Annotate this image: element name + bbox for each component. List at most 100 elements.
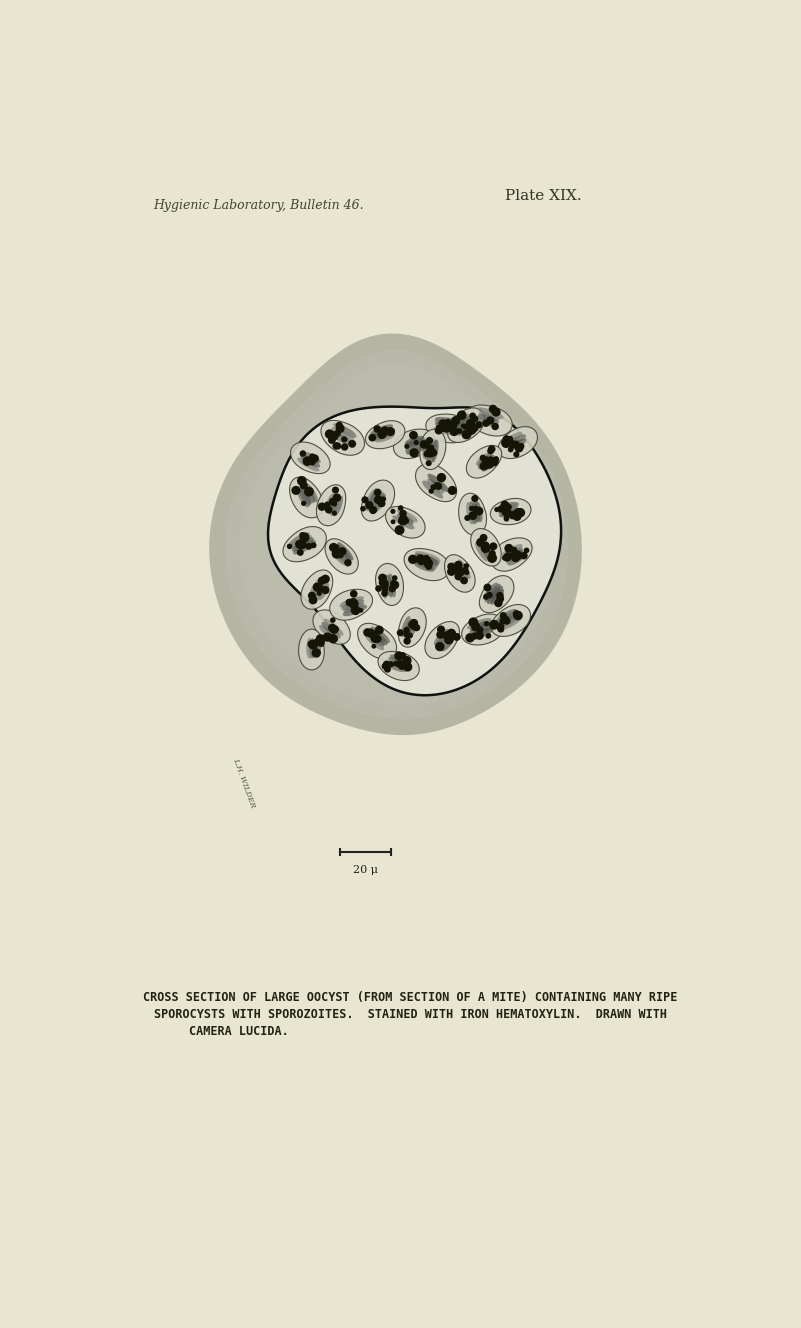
Circle shape (466, 418, 476, 428)
Polygon shape (325, 539, 358, 574)
Polygon shape (300, 454, 320, 467)
Circle shape (508, 446, 513, 453)
Circle shape (321, 575, 330, 583)
Polygon shape (476, 453, 491, 465)
Polygon shape (436, 425, 457, 433)
Circle shape (378, 574, 387, 582)
Polygon shape (423, 441, 429, 458)
Circle shape (381, 663, 388, 669)
Circle shape (341, 437, 348, 442)
Circle shape (398, 517, 407, 525)
Circle shape (464, 567, 469, 572)
Circle shape (312, 648, 321, 657)
Polygon shape (373, 494, 386, 513)
Circle shape (448, 486, 457, 495)
Circle shape (457, 410, 467, 420)
Circle shape (497, 595, 504, 603)
Polygon shape (452, 564, 463, 582)
Circle shape (511, 547, 517, 552)
Polygon shape (471, 625, 493, 636)
Circle shape (503, 618, 510, 624)
Circle shape (371, 632, 376, 639)
Circle shape (428, 449, 435, 456)
Circle shape (405, 444, 409, 449)
Polygon shape (340, 596, 364, 607)
Circle shape (444, 418, 452, 426)
Circle shape (424, 559, 433, 568)
Polygon shape (321, 421, 364, 456)
Circle shape (390, 580, 396, 586)
Circle shape (441, 422, 450, 432)
Circle shape (464, 570, 469, 575)
Polygon shape (472, 628, 493, 637)
Polygon shape (404, 548, 449, 580)
Circle shape (425, 444, 431, 450)
Circle shape (328, 624, 336, 632)
Polygon shape (453, 562, 466, 582)
Circle shape (457, 567, 465, 576)
Polygon shape (471, 529, 501, 566)
Circle shape (463, 563, 469, 568)
Circle shape (488, 445, 496, 453)
Polygon shape (405, 436, 424, 445)
Circle shape (503, 618, 509, 622)
Polygon shape (435, 420, 460, 428)
Polygon shape (398, 608, 426, 647)
Polygon shape (437, 631, 453, 649)
Polygon shape (364, 633, 384, 651)
Polygon shape (386, 663, 407, 672)
Circle shape (494, 507, 499, 513)
Circle shape (417, 558, 425, 566)
Circle shape (426, 437, 433, 444)
Circle shape (375, 625, 384, 635)
Circle shape (334, 430, 340, 437)
Circle shape (429, 445, 434, 450)
Polygon shape (368, 632, 384, 647)
Circle shape (471, 495, 478, 502)
Circle shape (425, 563, 432, 570)
Polygon shape (336, 544, 352, 562)
Circle shape (474, 506, 483, 515)
Circle shape (308, 640, 316, 648)
Circle shape (324, 502, 331, 507)
Polygon shape (435, 417, 461, 425)
Circle shape (396, 660, 404, 668)
Polygon shape (476, 417, 498, 428)
Circle shape (383, 660, 391, 668)
Circle shape (438, 420, 448, 428)
Polygon shape (457, 420, 475, 436)
Circle shape (399, 510, 407, 517)
Circle shape (404, 637, 411, 644)
Circle shape (360, 506, 366, 511)
Circle shape (328, 433, 335, 440)
Polygon shape (396, 514, 414, 525)
Circle shape (403, 627, 410, 633)
Circle shape (429, 448, 435, 454)
Circle shape (480, 454, 486, 461)
Circle shape (502, 555, 507, 560)
Circle shape (328, 633, 338, 644)
Polygon shape (400, 616, 411, 637)
Circle shape (483, 594, 489, 600)
Polygon shape (316, 485, 346, 526)
Circle shape (457, 574, 461, 579)
Circle shape (486, 592, 493, 599)
Circle shape (329, 432, 338, 441)
Polygon shape (459, 493, 486, 535)
Circle shape (422, 556, 431, 564)
Circle shape (388, 661, 394, 668)
Circle shape (300, 450, 306, 457)
Polygon shape (268, 406, 562, 696)
Circle shape (336, 424, 344, 433)
Circle shape (437, 625, 445, 633)
Circle shape (451, 568, 456, 574)
Circle shape (492, 408, 501, 417)
Polygon shape (405, 438, 426, 448)
Circle shape (381, 497, 386, 502)
Polygon shape (491, 604, 530, 636)
Circle shape (442, 631, 452, 640)
Circle shape (363, 628, 372, 636)
Circle shape (505, 544, 513, 552)
Polygon shape (409, 620, 417, 639)
Polygon shape (425, 440, 432, 461)
